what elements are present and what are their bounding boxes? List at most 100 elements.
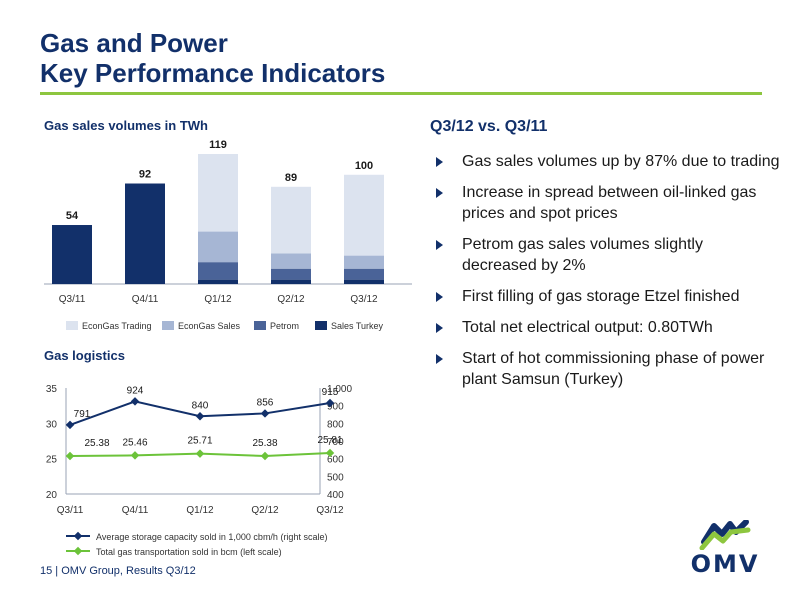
legend-swatch [254, 321, 266, 330]
triangle-bullet-icon [436, 240, 443, 250]
bar-econgas-trading [271, 186, 311, 254]
right-axis-tick-label: 800 [327, 419, 344, 430]
title-line-1: Gas and Power [40, 28, 228, 58]
left-axis-tick-label: 30 [46, 419, 58, 430]
data-label: 25.71 [187, 436, 212, 447]
data-label: 791 [74, 409, 91, 420]
right-axis-tick-label: 400 [327, 490, 344, 501]
bar-total-label: 92 [139, 169, 151, 181]
omv-logo-text: OMV [690, 550, 760, 578]
footer-text: OMV Group, Results Q3/12 [61, 565, 196, 577]
series-point [195, 449, 205, 458]
right-axis-tick-label: 500 [327, 472, 344, 483]
right-axis-tick-label: 700 [327, 437, 344, 448]
bar-econgas-trading [198, 154, 238, 232]
line-legend-label: Total gas transportation sold in bcm (le… [96, 547, 282, 557]
comparison-title: Q3/12 vs. Q3/11 [430, 118, 548, 135]
line-legend-label: Average storage capacity sold in 1,000 c… [96, 532, 327, 542]
bar-total-label: 100 [355, 160, 373, 172]
line-legend-marker [73, 546, 83, 556]
bar-econgas-trading [344, 174, 384, 256]
bullet-item: Gas sales volumes up by 87% due to tradi… [432, 151, 782, 172]
title-line-2: Key Performance Indicators [40, 58, 386, 88]
bar-sales-turkey [344, 279, 384, 284]
triangle-bullet-icon [436, 354, 443, 364]
bar-econgas-sales [271, 253, 311, 269]
triangle-bullet-icon [436, 292, 443, 302]
gas-sales-chart-title: Gas sales volumes in TWh [44, 118, 208, 133]
bar-sales-turkey [125, 183, 165, 284]
footer: 15 | OMV Group, Results Q3/12 [40, 565, 196, 577]
bullet-text: Petrom gas sales volumes slightly decrea… [462, 236, 703, 274]
bar-sales-turkey [198, 279, 238, 284]
bullet-item: Increase in spread between oil-linked ga… [432, 182, 782, 224]
data-label: 25.38 [84, 438, 109, 449]
title-divider [40, 92, 762, 95]
gas-logistics-chart-title: Gas logistics [44, 348, 125, 363]
bullet-item: Total net electrical output: 0.80TWh [432, 317, 782, 338]
left-axis-tick-label: 25 [46, 455, 58, 466]
right-axis-tick-label: 900 [327, 402, 344, 413]
omv-logo: OMV [690, 520, 760, 580]
line-category-label: Q3/12 [316, 505, 344, 516]
page-title: Gas and Power Key Performance Indicators [40, 28, 385, 88]
bullet-text: First filling of gas storage Etzel finis… [462, 288, 740, 305]
legend-label: Petrom [270, 321, 299, 331]
legend-label: Sales Turkey [331, 321, 384, 331]
bullet-text: Total net electrical output: 0.80TWh [462, 319, 713, 336]
data-label: 924 [127, 385, 144, 396]
bar-petrom [198, 262, 238, 280]
bullet-text: Increase in spread between oil-linked ga… [462, 184, 757, 222]
bar-sales-turkey [52, 225, 92, 284]
series-point [325, 398, 335, 408]
series-point [195, 412, 205, 421]
triangle-bullet-icon [436, 323, 443, 333]
triangle-bullet-icon [436, 188, 443, 198]
triangle-bullet-icon [436, 157, 443, 167]
legend-label: EconGas Sales [178, 321, 241, 331]
legend-swatch [315, 321, 327, 330]
series-point [260, 451, 270, 461]
bullet-text: Start of hot commissioning phase of powe… [462, 350, 765, 388]
bullet-item: Start of hot commissioning phase of powe… [432, 348, 782, 390]
line-category-label: Q2/12 [251, 505, 279, 516]
series-point [65, 420, 75, 430]
bar-petrom [271, 268, 311, 280]
bar-category-label: Q4/11 [132, 294, 159, 305]
bar-category-label: Q3/11 [59, 294, 86, 305]
omv-logo-mark-icon [699, 520, 751, 550]
bullet-item: Petrom gas sales volumes slightly decrea… [432, 234, 782, 276]
data-label: 25.38 [252, 438, 277, 449]
data-label: 915 [322, 387, 339, 398]
right-axis-tick-label: 1,000 [327, 384, 352, 395]
data-label: 25.81 [317, 435, 342, 446]
line-category-label: Q1/12 [186, 505, 214, 516]
bar-petrom [344, 268, 384, 280]
bar-sales-turkey [271, 279, 311, 284]
bullet-text: Gas sales volumes up by 87% due to tradi… [462, 153, 780, 170]
line-legend-marker [73, 531, 83, 541]
series-point [65, 451, 75, 461]
data-label: 840 [192, 400, 209, 411]
legend-label: EconGas Trading [82, 321, 152, 331]
bar-total-label: 54 [66, 210, 79, 222]
series-point [260, 409, 270, 418]
line-category-label: Q4/11 [122, 505, 149, 516]
left-axis-tick-label: 20 [46, 490, 58, 501]
series-point [130, 397, 140, 406]
bar-category-label: Q2/12 [277, 294, 305, 305]
series-point [325, 448, 335, 458]
bar-category-label: Q3/12 [350, 294, 378, 305]
bullet-item: First filling of gas storage Etzel finis… [432, 286, 782, 307]
series-point [130, 451, 140, 460]
legend-swatch [162, 321, 174, 330]
bar-econgas-sales [344, 255, 384, 269]
left-axis-tick-label: 35 [46, 384, 58, 395]
page-number: 15 [40, 565, 53, 577]
bar-category-label: Q1/12 [204, 294, 232, 305]
bar-total-label: 89 [285, 172, 297, 184]
data-label: 25.46 [122, 437, 147, 448]
bar-econgas-sales [198, 231, 238, 263]
kpi-bullet-list: Gas sales volumes up by 87% due to tradi… [432, 151, 782, 400]
